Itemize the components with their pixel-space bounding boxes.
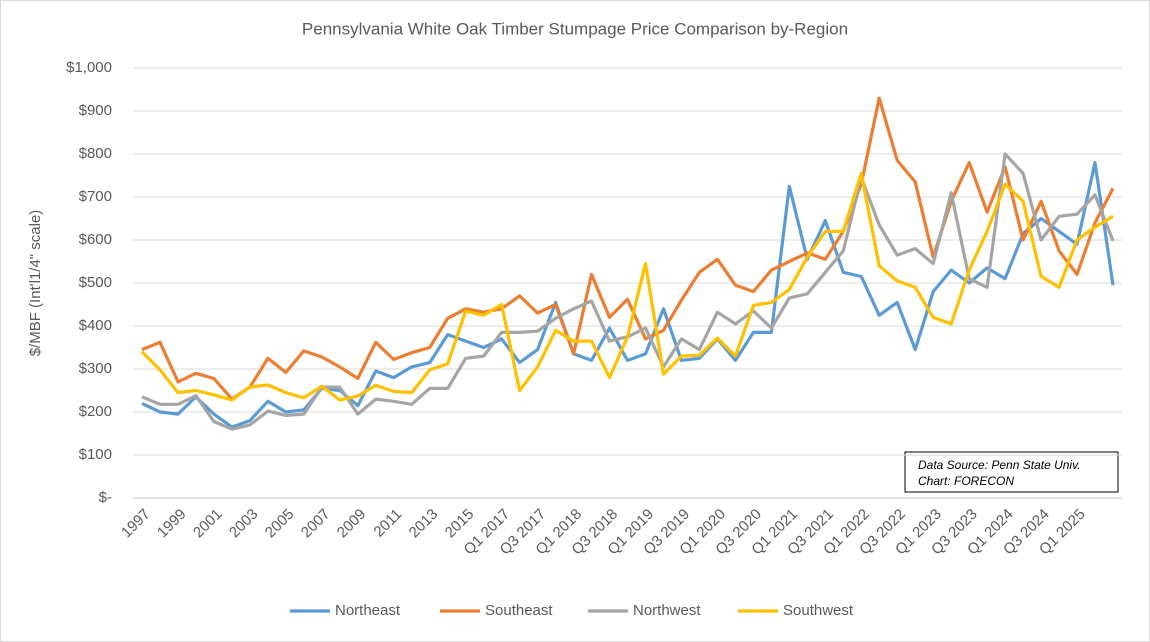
y-tick-label: $400 bbox=[79, 317, 112, 334]
y-tick-label: $900 bbox=[79, 102, 112, 119]
series-line bbox=[140, 171, 1114, 402]
y-tick-label: $- bbox=[99, 489, 112, 506]
legend-label: Northwest bbox=[633, 602, 701, 619]
series-line bbox=[141, 161, 1115, 429]
y-tick-label: $500 bbox=[79, 274, 112, 291]
series-line bbox=[141, 96, 1115, 401]
y-tick-label: $300 bbox=[79, 360, 112, 377]
annotation: Chart: FORECON bbox=[918, 474, 1014, 488]
chart-title: Pennsylvania White Oak Timber Stumpage P… bbox=[302, 19, 848, 38]
y-tick-label: $600 bbox=[79, 231, 112, 248]
legend-label: Southeast bbox=[485, 602, 553, 619]
legend-label: Northeast bbox=[335, 602, 401, 619]
y-tick-label: $700 bbox=[79, 188, 112, 205]
annotation: Data Source: Penn State Univ. bbox=[918, 458, 1081, 472]
annotation-box bbox=[904, 451, 1119, 493]
legend-label: Southwest bbox=[783, 602, 854, 619]
y-axis-label: $/MBF (Int'l1/4" scale) bbox=[27, 210, 44, 357]
y-tick-label: $1,000 bbox=[66, 59, 112, 76]
y-tick-label: $100 bbox=[79, 446, 112, 463]
y-tick-label: $800 bbox=[79, 145, 112, 162]
y-tick-label: $200 bbox=[79, 403, 112, 420]
